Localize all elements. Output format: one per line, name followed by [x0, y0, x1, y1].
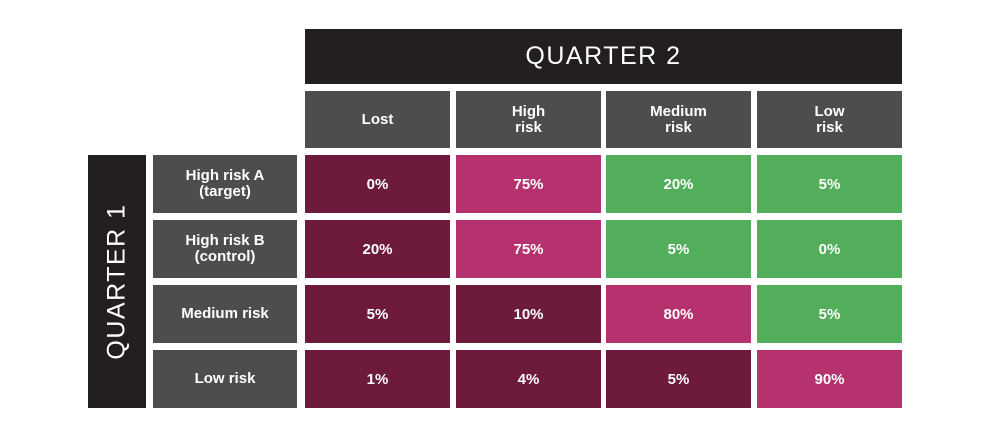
matrix-cell-value: 4% [517, 370, 540, 388]
matrix-cell: 20% [305, 220, 450, 278]
matrix-cell-value: 5% [366, 305, 389, 323]
matrix-cell: 75% [456, 155, 601, 213]
column-header-label: Medium risk [650, 102, 707, 136]
row-header-label: Low risk [194, 370, 256, 387]
matrix-cell-value: 75% [513, 175, 544, 193]
matrix-cell-value: 0% [366, 175, 389, 193]
row-header-label: Medium risk [181, 305, 269, 322]
matrix-cell-value: 5% [667, 240, 690, 258]
matrix-cell-value: 10% [513, 305, 544, 323]
matrix-cell-value: 5% [667, 370, 690, 388]
row-header-1: High risk B (control) [153, 220, 297, 278]
matrix-cell: 5% [606, 220, 751, 278]
matrix-cell-value: 20% [362, 240, 393, 258]
matrix-cell: 5% [305, 285, 450, 343]
matrix-cell-value: 5% [818, 305, 841, 323]
quarter-1-title: QUARTER 1 [102, 203, 131, 360]
matrix-cell-value: 1% [366, 370, 389, 388]
column-header-3: Low risk [757, 91, 902, 148]
matrix-cell-value: 20% [663, 175, 694, 193]
row-header-3: Low risk [153, 350, 297, 408]
matrix-cell: 1% [305, 350, 450, 408]
matrix-cell-value: 75% [513, 240, 544, 258]
matrix-cell: 5% [757, 285, 902, 343]
column-header-2: Medium risk [606, 91, 751, 148]
column-header-label: Low risk [814, 102, 845, 136]
matrix-cell: 20% [606, 155, 751, 213]
matrix-cell: 10% [456, 285, 601, 343]
matrix-cell: 4% [456, 350, 601, 408]
quarter-2-header: QUARTER 2 [305, 29, 902, 84]
matrix-cell: 0% [757, 220, 902, 278]
row-header-label: High risk B (control) [185, 232, 265, 265]
quarter-2-title: QUARTER 2 [525, 42, 682, 70]
matrix-cell: 5% [757, 155, 902, 213]
matrix-cell: 0% [305, 155, 450, 213]
matrix-cell-value: 90% [814, 370, 845, 388]
row-header-0: High risk A (target) [153, 155, 297, 213]
column-header-0: Lost [305, 91, 450, 148]
quarter-1-header: QUARTER 1 [88, 155, 146, 408]
column-header-1: High risk [456, 91, 601, 148]
column-header-label: Lost [361, 110, 394, 128]
matrix-cell-value: 0% [818, 240, 841, 258]
row-header-label: High risk A (target) [185, 167, 265, 200]
matrix-cell: 75% [456, 220, 601, 278]
row-header-2: Medium risk [153, 285, 297, 343]
column-header-label: High risk [511, 102, 546, 136]
matrix-cell: 5% [606, 350, 751, 408]
matrix-cell: 80% [606, 285, 751, 343]
matrix-cell-value: 5% [818, 175, 841, 193]
matrix-cell: 90% [757, 350, 902, 408]
matrix-cell-value: 80% [663, 305, 694, 323]
